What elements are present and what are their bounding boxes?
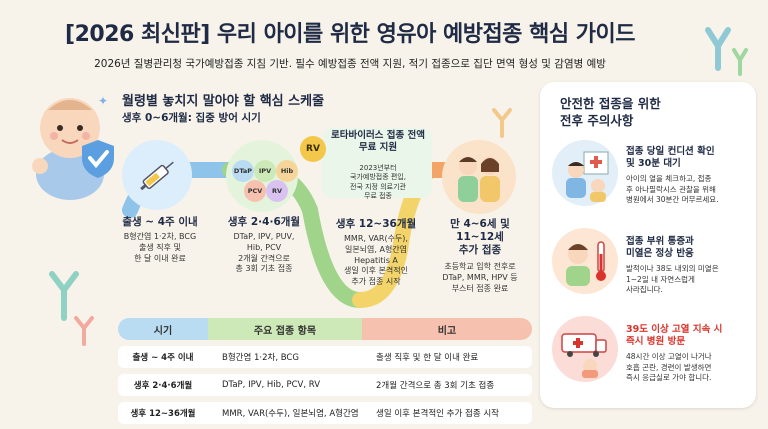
antibody-icon bbox=[74, 316, 94, 346]
vaccine-pill-dtap: DTaP bbox=[232, 160, 254, 182]
antibody-icon bbox=[705, 27, 748, 76]
stage-3-desc: MMR, VAR(수두), 일본뇌염, A형간염 Hepatitis A 생일 … bbox=[344, 234, 408, 287]
table-header: 시기 주요 접종 항목 비고 bbox=[118, 318, 532, 340]
sparkle-icon: ✦ bbox=[98, 94, 109, 108]
page-title: [2026 최신판] 우리 아이를 위한 영유아 예방접종 핵심 가이드 bbox=[65, 22, 635, 47]
rv-callout bbox=[322, 128, 432, 198]
vaccine-pill-rv: RV bbox=[266, 180, 288, 202]
rv-callout-title: 로타바이러스 접종 전액 무료 지원 bbox=[330, 130, 425, 153]
tip-3-desc: 48시간 이상 고열이 나거나 호흡 곤란, 경련이 발생하면 즉시 응급실로 … bbox=[626, 352, 712, 382]
tip-2-title: 접종 부위 통증과 미열은 정상 반응 bbox=[626, 236, 694, 260]
antibody-icon bbox=[492, 108, 512, 138]
tip-2-desc: 발적이나 38도 내외의 미열은 1~2일 내 자연스럽게 사라집니다. bbox=[626, 264, 719, 294]
thermometer-icon bbox=[566, 241, 606, 286]
vaccine-pill-ipv: IPV bbox=[254, 160, 276, 182]
table-header-vaccines: 주요 접종 항목 bbox=[208, 318, 362, 340]
table-header-note: 비고 bbox=[362, 318, 532, 340]
rv-badge: RV bbox=[300, 136, 326, 162]
table-row: 출생 ~ 4주 이내 B형간염 1·2차, BCG 출생 직후 및 한 달 이내… bbox=[118, 346, 532, 368]
table-header-period: 시기 bbox=[118, 318, 208, 340]
family-icon bbox=[458, 157, 500, 202]
stage-4-circle bbox=[442, 140, 516, 214]
stage-2-desc: DTaP, IPV, PUV, Hib, PCV 2개월 간격으로 총 3회 기… bbox=[233, 232, 295, 274]
baby-icon bbox=[32, 98, 104, 200]
stage-3-title: 생후 12~36개월 bbox=[335, 218, 417, 230]
vaccine-pill-hib: Hib bbox=[276, 160, 298, 182]
vaccine-pill-pcv: PCV bbox=[244, 180, 266, 202]
antibody-icon bbox=[49, 271, 79, 321]
tip-1-title: 접종 당일 컨디션 확인 및 30분 대기 bbox=[626, 146, 715, 170]
safety-title: 안전한 접종을 위한 전후 주의사항 bbox=[560, 96, 661, 128]
tip-1-desc: 아이의 열을 체크하고, 접종 후 아나필락시스 관찰을 위해 병원에서 30분… bbox=[626, 174, 719, 204]
doctor-icon bbox=[566, 151, 609, 202]
stage-1-desc: B형간염 1·2차, BCG 출생 직후 및 한 달 이내 완료 bbox=[123, 232, 197, 263]
schedule-title: 월령별 놓치지 말아야 할 핵심 스케줄 bbox=[122, 94, 325, 109]
shield-icon bbox=[82, 140, 114, 178]
rv-callout-desc: 2023년부터 국가예방접종 편입, 전국 지정 의료기관 무료 접종 bbox=[350, 164, 406, 201]
table-row: 생후 2·4·6개월 DTaP, IPV, Hib, PCV, RV 2개월 간… bbox=[118, 374, 532, 396]
stage-4-desc: 초등학교 입학 전후로 DTaP, MMR, HPV 등 부스터 접종 완료 bbox=[442, 262, 518, 293]
ambulance-icon bbox=[561, 333, 607, 378]
tip-3-title: 39도 이상 고열 지속 시 즉시 병원 방문 bbox=[626, 324, 723, 348]
schedule-table: 시기 주요 접종 항목 비고 출생 ~ 4주 이내 B형간염 1·2차, BCG… bbox=[118, 318, 532, 424]
schedule-subtitle: 생후 0~6개월: 집중 방어 시기 bbox=[122, 112, 261, 124]
syringe-icon bbox=[140, 161, 174, 191]
stage-2-title: 생후 2·4·6개월 bbox=[227, 216, 301, 228]
table-row: 생후 12~36개월 MMR, VAR(수두), 일본뇌염, A형간염 생일 이… bbox=[118, 402, 532, 424]
stage-4-title: 만 4~6세 및 11~12세 추가 접종 bbox=[450, 218, 510, 257]
page-subtitle: 2026년 질병관리청 국가예방접종 지침 기반. 필수 예방접종 전액 지원,… bbox=[94, 58, 606, 70]
stage-1-title: 출생 ~ 4주 이내 bbox=[122, 216, 198, 228]
